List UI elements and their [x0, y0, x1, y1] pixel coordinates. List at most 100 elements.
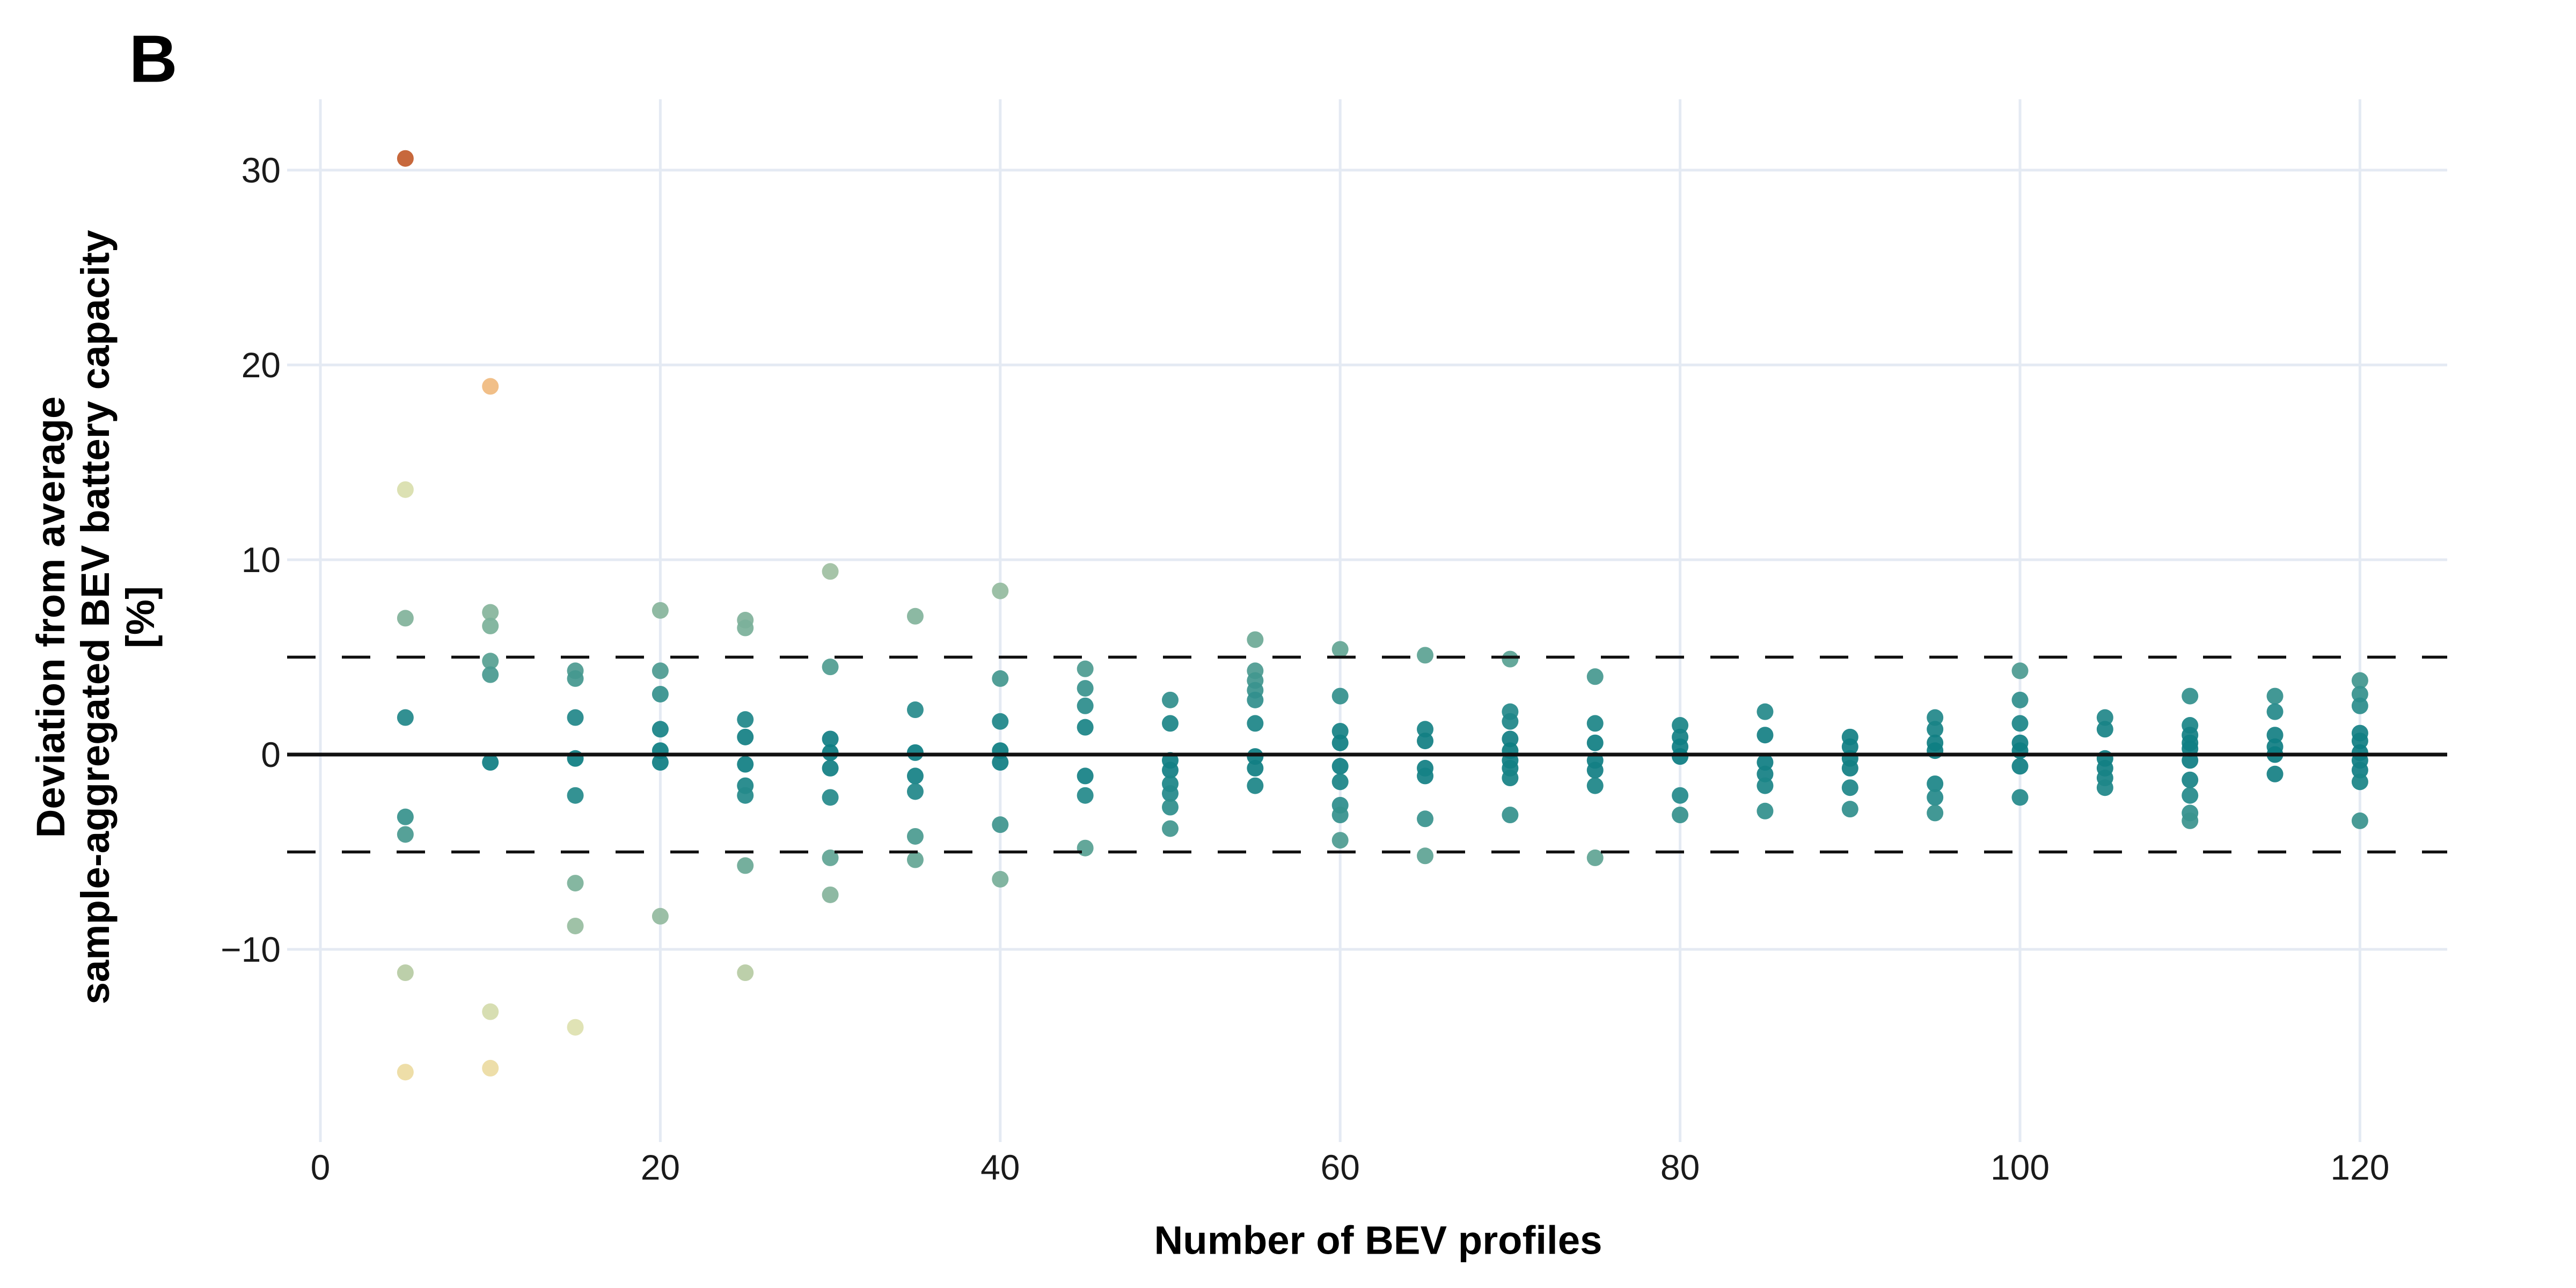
data-point [2011, 758, 2029, 775]
data-point [1247, 691, 1264, 708]
data-point [397, 964, 414, 982]
data-point [1077, 680, 1094, 697]
y-axis-title: Deviation from average sample-aggregated… [28, 230, 163, 1004]
data-point [992, 870, 1009, 888]
data-point [2266, 727, 2284, 744]
data-point [1672, 717, 1689, 734]
data-point [1331, 687, 1349, 705]
data-point [397, 808, 414, 825]
data-point [2011, 691, 2029, 708]
data-point [737, 619, 754, 636]
data-point [906, 701, 924, 719]
data-point [1331, 641, 1349, 658]
data-point [1502, 730, 1519, 748]
data-point [652, 685, 669, 702]
data-point [397, 826, 414, 843]
data-point [567, 917, 584, 934]
data-point [2351, 697, 2368, 714]
data-point [2182, 812, 2199, 829]
data-point [1331, 734, 1349, 751]
data-point [822, 789, 839, 806]
data-point [1331, 807, 1349, 824]
data-point [1162, 691, 1179, 708]
data-point [1586, 715, 1604, 732]
data-point [2266, 765, 2284, 782]
data-point [2266, 703, 2284, 720]
data-point [1247, 631, 1264, 648]
data-point [2011, 662, 2029, 679]
data-point [482, 666, 499, 683]
data-point [2096, 709, 2113, 726]
y-tick-label: 10 [241, 540, 281, 580]
data-point [1757, 765, 1774, 782]
data-point [567, 1019, 584, 1036]
data-point [397, 610, 414, 627]
data-point [1927, 721, 1944, 738]
x-axis-title: Number of BEV profiles [1154, 1218, 1602, 1263]
y-tick-label: 30 [241, 150, 281, 190]
data-point [906, 744, 924, 761]
data-point [482, 1003, 499, 1020]
data-point [737, 728, 754, 745]
data-point [1247, 748, 1264, 765]
data-point [1077, 660, 1094, 677]
data-point [1672, 787, 1689, 804]
data-point [1757, 703, 1774, 720]
panel-label: B [129, 21, 178, 97]
y-tick-label: −10 [221, 930, 281, 969]
data-point [1162, 785, 1179, 802]
data-point [737, 711, 754, 728]
data-point [1672, 807, 1689, 824]
data-point [992, 816, 1009, 833]
data-point [2096, 721, 2113, 738]
data-point [906, 767, 924, 785]
data-point [1841, 779, 1858, 796]
data-point [652, 721, 669, 738]
data-point [2351, 762, 2368, 779]
data-point [1757, 802, 1774, 819]
data-point [1927, 789, 1944, 806]
x-tick-label: 20 [641, 1147, 680, 1187]
data-point [482, 378, 499, 395]
data-point [2266, 687, 2284, 705]
data-point [2096, 779, 2113, 796]
data-point [1841, 738, 1858, 755]
data-point [2011, 715, 2029, 732]
y-axis-title-line-3: [%] [118, 586, 163, 648]
data-point [906, 828, 924, 845]
data-point [1757, 777, 1774, 794]
data-point [1586, 762, 1604, 779]
data-point [567, 670, 584, 687]
data-point [1417, 733, 1434, 750]
data-point [482, 1059, 499, 1077]
data-point [1077, 839, 1094, 857]
data-point [1247, 715, 1264, 732]
data-point [2351, 812, 2368, 829]
data-point [652, 754, 669, 771]
plot-panel [287, 99, 2447, 1142]
data-point [482, 604, 499, 621]
data-point [1077, 697, 1094, 714]
x-tick-label: 40 [980, 1147, 1020, 1187]
data-point [1502, 713, 1519, 730]
y-axis-title-line-1: Deviation from average [28, 396, 73, 838]
data-point [737, 857, 754, 874]
data-point [1502, 770, 1519, 787]
x-tick-label: 0 [311, 1147, 331, 1187]
data-point [2011, 789, 2029, 806]
data-point [1077, 787, 1094, 804]
x-tick-label: 80 [1660, 1147, 1700, 1187]
data-point [1927, 742, 1944, 759]
data-point [1162, 799, 1179, 816]
data-point [1417, 647, 1434, 664]
data-point [906, 851, 924, 868]
data-point [1586, 734, 1604, 751]
data-point [1672, 748, 1689, 765]
data-point [482, 754, 499, 771]
data-point [737, 756, 754, 773]
data-point [1586, 668, 1604, 685]
y-tick-label: 0 [261, 735, 281, 774]
data-point [1162, 762, 1179, 779]
data-point [822, 658, 839, 676]
